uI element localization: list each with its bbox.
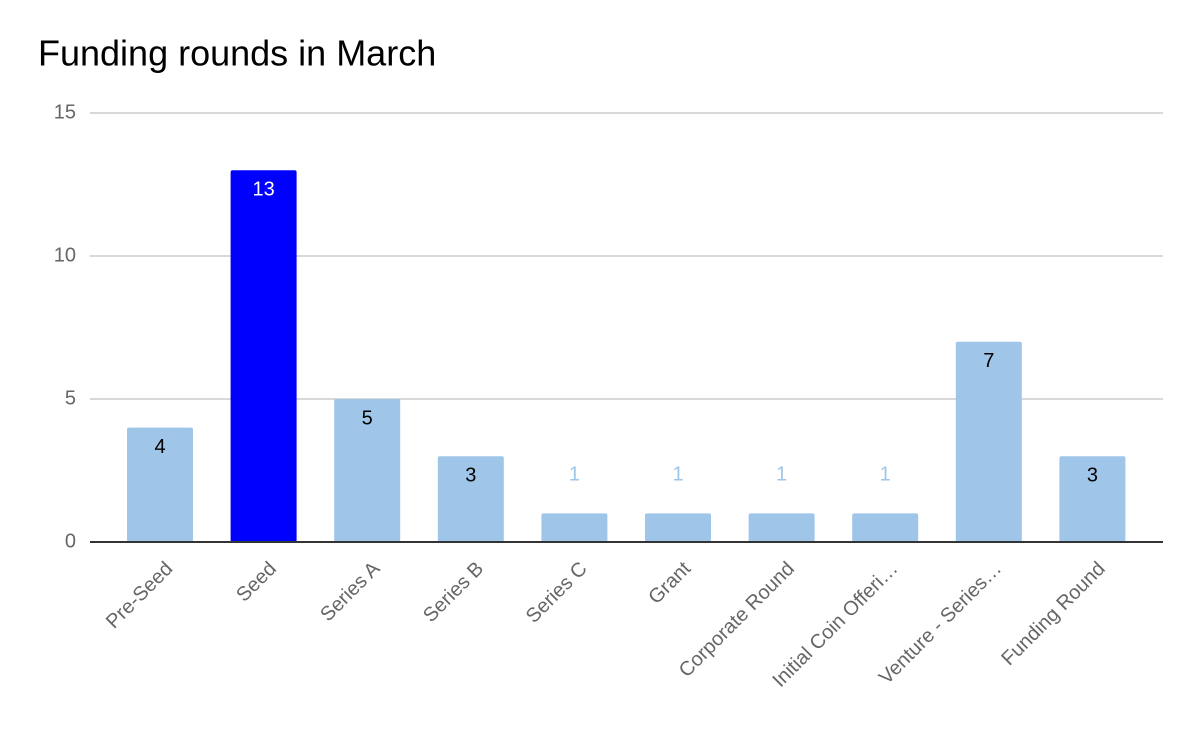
bar [1059,456,1126,542]
value-label: 3 [1087,464,1098,486]
value-label: 7 [983,350,994,372]
bar [437,456,504,542]
bar [852,513,919,542]
value-label: 4 [154,436,165,458]
x-tick-label: Seed [232,558,281,607]
y-tick-label: 10 [54,244,76,266]
bar [230,170,297,542]
value-label: 1 [880,464,891,486]
x-tick-label: Grant [644,557,695,608]
x-tick-label: Series C [522,558,592,628]
x-tick-label: Series A [316,557,385,626]
x-tick-label: Funding Round [997,558,1109,670]
bar [748,513,815,542]
value-label: 1 [776,464,787,486]
y-tick-label: 15 [54,101,76,123]
bar [127,427,193,542]
x-tick-label: Series B [419,558,488,627]
value-label: 3 [465,464,476,486]
value-label: 1 [672,464,683,486]
bar [955,341,1022,542]
bar [334,399,401,542]
y-tick-label: 0 [65,530,76,552]
bar [645,513,711,542]
value-label: 1 [569,464,580,486]
value-label: 13 [252,178,274,200]
y-tick-label: 5 [65,387,76,409]
x-tick-label: Pre-Seed [102,558,177,633]
value-label: 5 [362,407,373,429]
chart-title: Funding rounds in March [38,33,436,74]
bar [541,513,608,542]
